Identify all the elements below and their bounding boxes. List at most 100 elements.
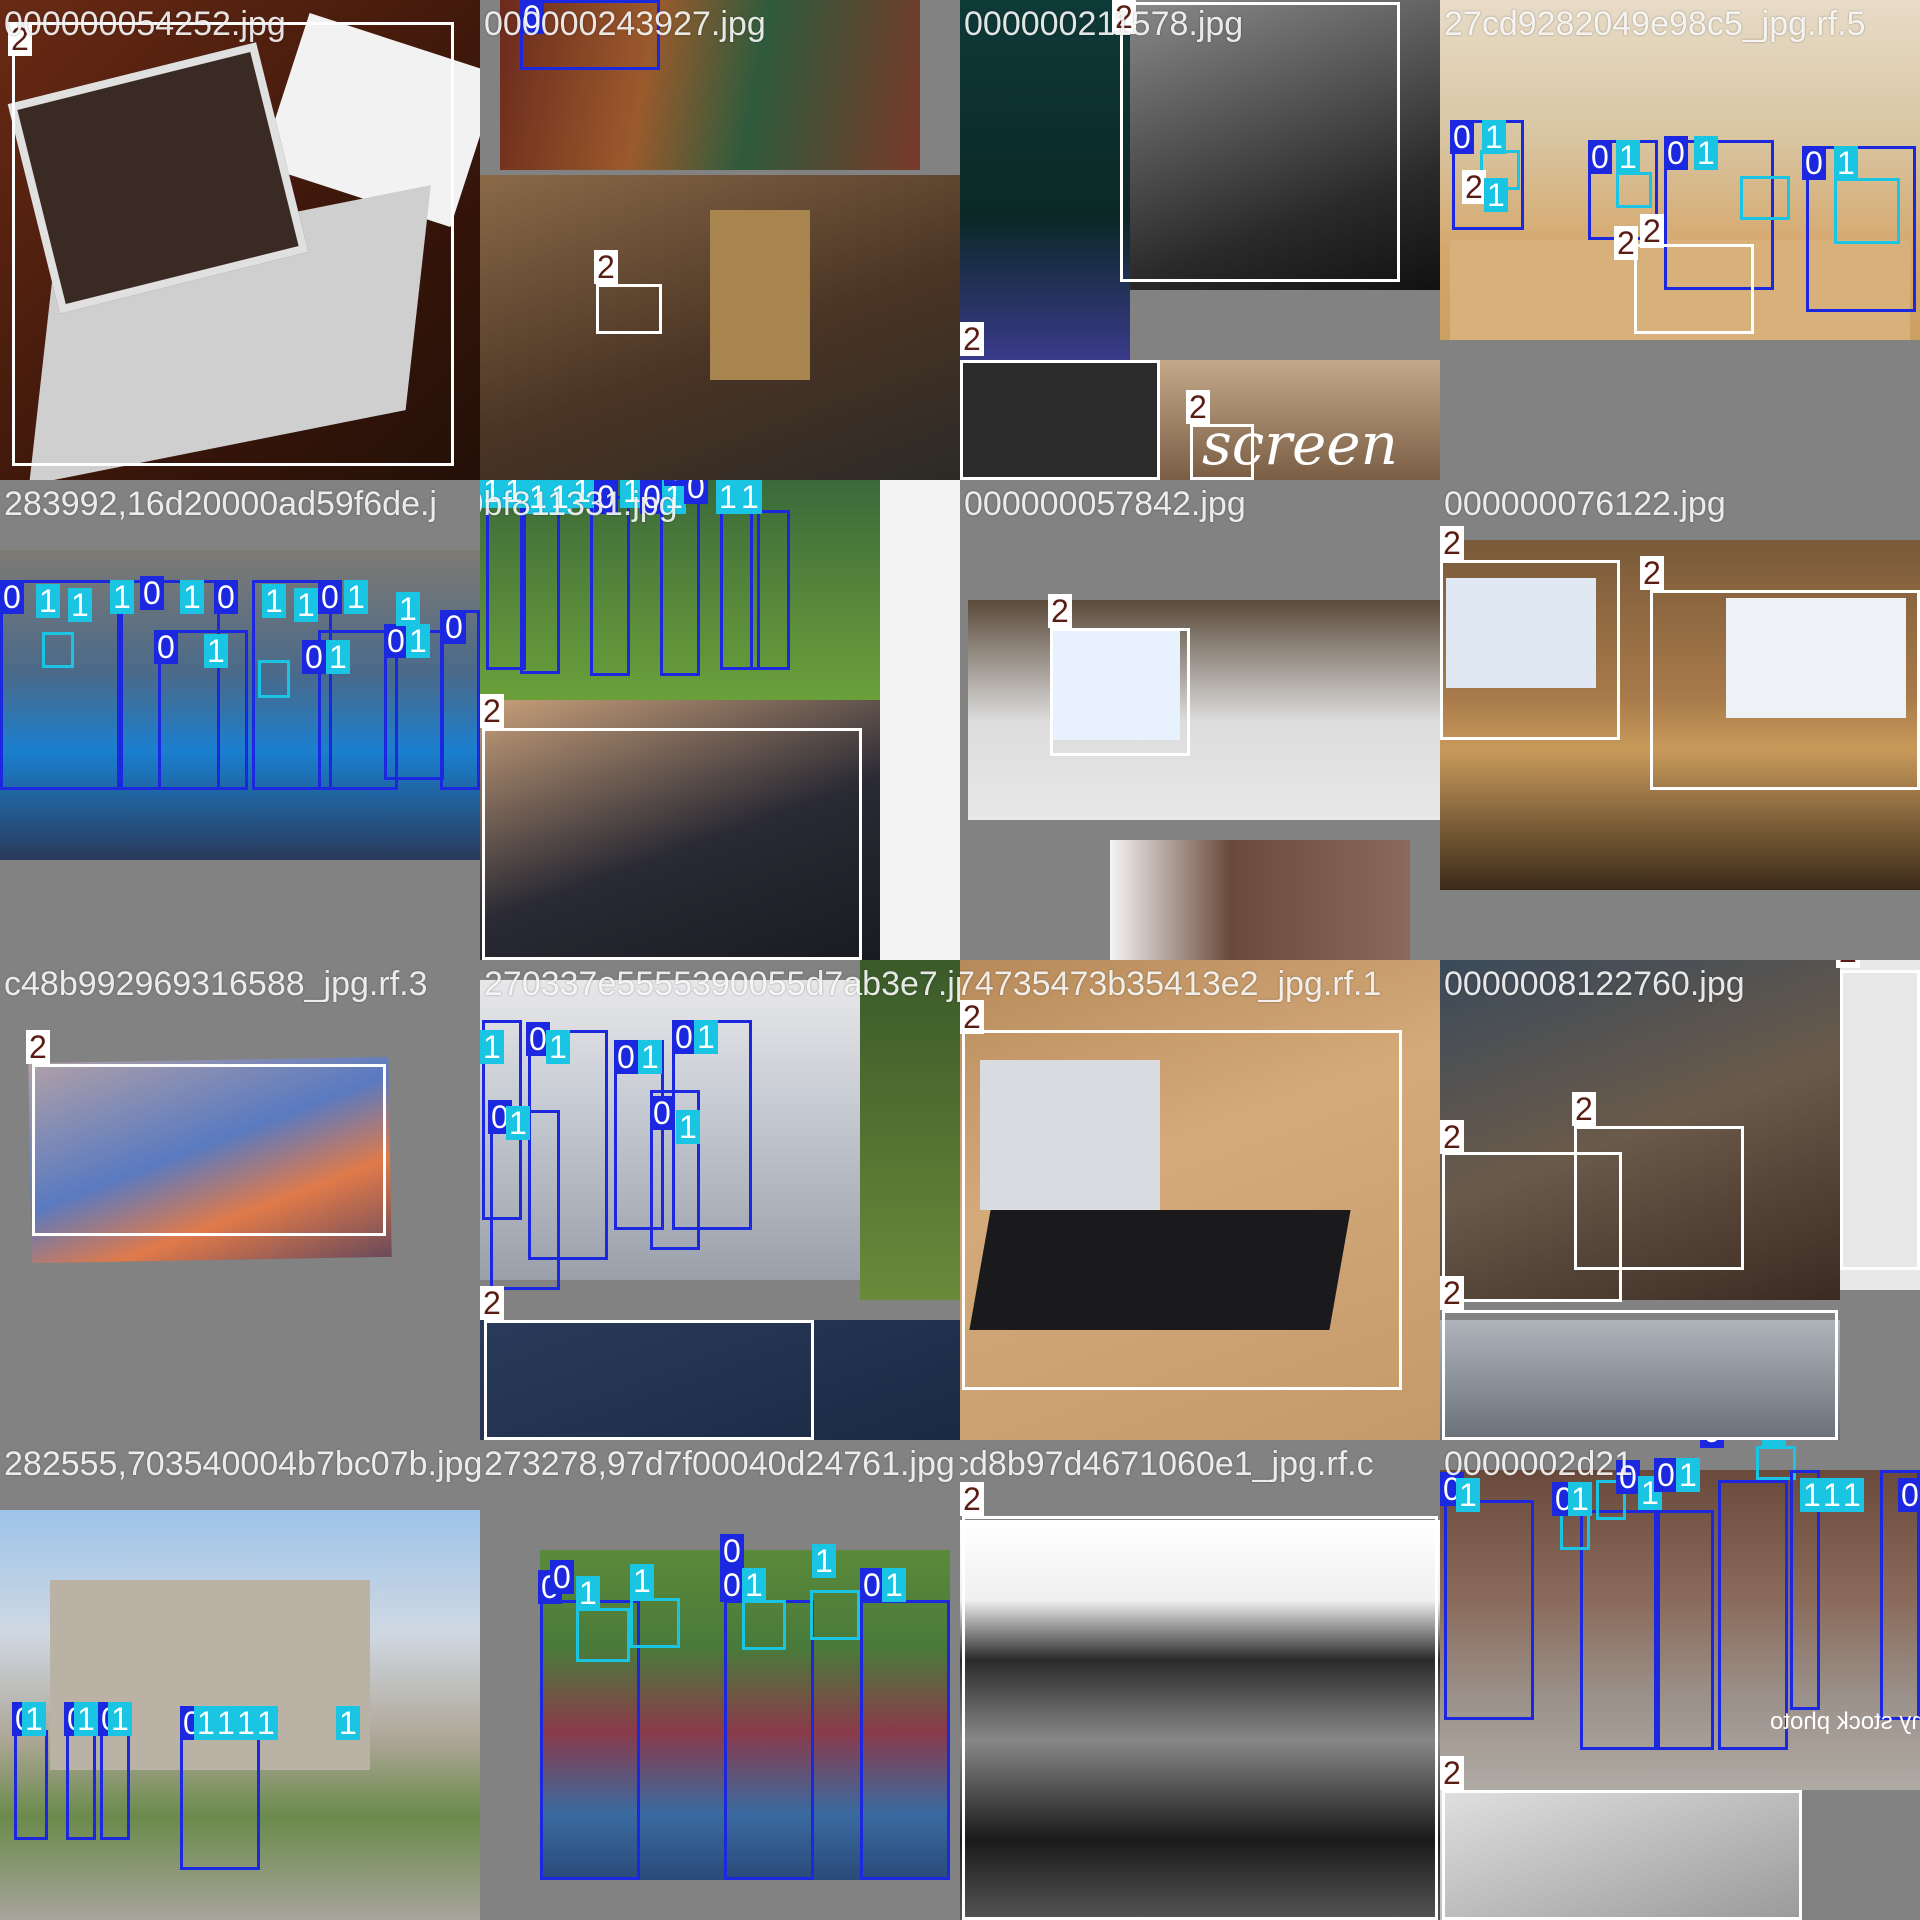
detection-box [1120, 2, 1400, 282]
tile-7[interactable]: 2 000000057842.jpg [960, 480, 1440, 960]
tile-5[interactable]: 0 1 0 1 1 0 1 1 0 1 0 1 0 1 0 1 0 1 1 28… [0, 480, 480, 960]
class-label: 1 [326, 640, 350, 674]
class-label: 1 [396, 592, 420, 626]
tile-filename: 74735473b35413e2_jpg.rf.1 [960, 965, 1382, 1003]
detection-box [484, 1320, 814, 1440]
tile-10[interactable]: 1 0 1 0 1 0 1 0 1 0 1 2 270337e555539005… [480, 960, 960, 1440]
class-label: 2 [1440, 1756, 1464, 1790]
tile-9[interactable]: 2 c48b992969316588_jpg.rf.3 [0, 960, 480, 1440]
tile-16[interactable]: 0 1 0 1 0 1 0 1 0 1 1 1 0 1 2 my stock p… [1440, 1440, 1920, 1920]
detection-box [1650, 590, 1920, 790]
class-label: 1 [576, 1576, 600, 1610]
class-label: 1 [882, 1568, 906, 1602]
class-label: 1 [1676, 1458, 1700, 1492]
class-label: 1 [194, 1706, 218, 1740]
photo-laptop-bw [1130, 0, 1440, 290]
photo-laptop-gray [1440, 1320, 1840, 1440]
laptop-screen [980, 1060, 1160, 1210]
tile-filename: 282555,703540004b7bc07b.jpg [4, 1445, 480, 1483]
detection-box [1756, 1446, 1796, 1480]
photo-blurred-office [1440, 960, 1840, 1300]
tile-3[interactable]: 2 2 2 screen 000000211578.jpg [960, 0, 1440, 480]
class-label: 0 [1664, 136, 1688, 170]
class-label: 1 [36, 584, 60, 618]
detection-box [14, 1730, 48, 1840]
detection-box [258, 660, 290, 698]
tile-filename: 270337e5555390055d7ab3e7.jpg [484, 965, 960, 1003]
tile-filename: 27cd9282049e98c5_jpg.rf.5 [1444, 5, 1866, 43]
tile-12[interactable]: 2 2 2 2 0000008122760.jpg [1440, 960, 1920, 1440]
class-label: 2 [1186, 390, 1210, 424]
tile-filename: 000000211578.jpg [964, 5, 1244, 43]
class-label: 1 [526, 480, 550, 514]
class-label: 0 [594, 480, 618, 514]
detection-box [576, 1608, 630, 1662]
class-label: 0 [526, 1022, 550, 1056]
photo-plant [860, 960, 960, 1300]
class-label: 1 [1840, 1478, 1864, 1512]
class-label: 0 [442, 610, 466, 644]
detection-box [520, 0, 660, 70]
class-label: 0 [672, 1020, 696, 1054]
tile-2[interactable]: 0 2 000000243927.jpg [480, 0, 960, 480]
class-label: 2 [1112, 0, 1136, 34]
detection-box [12, 22, 454, 466]
class-label: 1 [1762, 1440, 1786, 1446]
detection-box [1440, 560, 1620, 740]
photo-group-lawn [480, 480, 880, 700]
tile-filename: 0000008122760.jpg [1444, 965, 1745, 1003]
tile-filename: 000000054252.jpg [4, 5, 286, 43]
detection-box [596, 284, 662, 334]
class-label: 2 [1614, 226, 1638, 260]
class-label: 1 [74, 1702, 98, 1736]
detection-box [158, 630, 248, 790]
photo-subway-crowd [1440, 1470, 1920, 1790]
class-label: 1 [742, 1568, 766, 1602]
photo-desk-laptop [968, 600, 1440, 820]
tile-filename: 000000076122.jpg [1444, 485, 1726, 523]
class-label: 1 [502, 480, 526, 508]
class-label: 2 [1640, 556, 1664, 590]
detection-box [1718, 1480, 1788, 1750]
tile-15[interactable]: 2 cd8b97d4671060e1_jpg.rf.c [960, 1440, 1440, 1920]
class-label: 0 [720, 1568, 744, 1602]
class-label: 1 [662, 480, 686, 514]
tile-4[interactable]: 0 1 0 1 0 1 0 1 2 1 2 2 27cd9282049e98c5… [1440, 0, 1920, 480]
tile-filename: 273278,97d7f00040d24761.jpg [484, 1445, 955, 1483]
laptop-screen [1050, 630, 1180, 740]
tile-1[interactable]: 2 000000054252.jpg [0, 0, 480, 480]
tile-6[interactable]: 1 1 0 1 1 1 0 1 0 1 0 1 1 0 2 000000bf81… [480, 480, 960, 960]
class-label: 1 [262, 584, 286, 618]
detection-box [100, 1730, 130, 1840]
class-label: 0 [640, 480, 664, 514]
detection-box [742, 1600, 786, 1650]
class-label: 1 [546, 1030, 570, 1064]
detection-box [1806, 146, 1916, 312]
detection-box [252, 580, 332, 790]
photo-laptop-corner [1440, 1790, 1800, 1920]
detection-box [1574, 1126, 1744, 1270]
detection-box [1442, 1310, 1838, 1440]
class-label: 0 [302, 640, 326, 674]
class-label: 0 [860, 1568, 884, 1602]
tile-14[interactable]: 0 0 1 1 0 0 1 1 0 1 273278,97d7f00040d24… [480, 1440, 960, 1920]
tile-11[interactable]: 2 74735473b35413e2_jpg.rf.1 [960, 960, 1440, 1440]
detection-box [860, 1600, 950, 1880]
stock-watermark: my stock photo [1770, 1708, 1920, 1735]
tile-13[interactable]: 0 1 0 1 0 1 0 1 1 1 1 1 282555,703540004… [0, 1440, 480, 1920]
detection-box [1880, 1470, 1920, 1720]
class-label: 0 [1654, 1458, 1678, 1492]
class-label: 1 [1456, 1478, 1480, 1512]
class-label: 2 [594, 250, 618, 284]
tile-8[interactable]: 2 2 000000076122.jpg [1440, 480, 1920, 960]
detection-box [1580, 1510, 1660, 1750]
class-label: 1 [694, 1020, 718, 1054]
tile-filename: cd8b97d4671060e1_jpg.rf.c [960, 1445, 1374, 1483]
class-label: 2 [1572, 1092, 1596, 1126]
bookshelf [710, 210, 810, 380]
class-label: 0 [1616, 1460, 1640, 1494]
class-label: 2 [960, 1000, 984, 1034]
detection-box [1664, 140, 1774, 290]
class-label: 1 [180, 580, 204, 614]
class-label: 1 [68, 588, 92, 622]
